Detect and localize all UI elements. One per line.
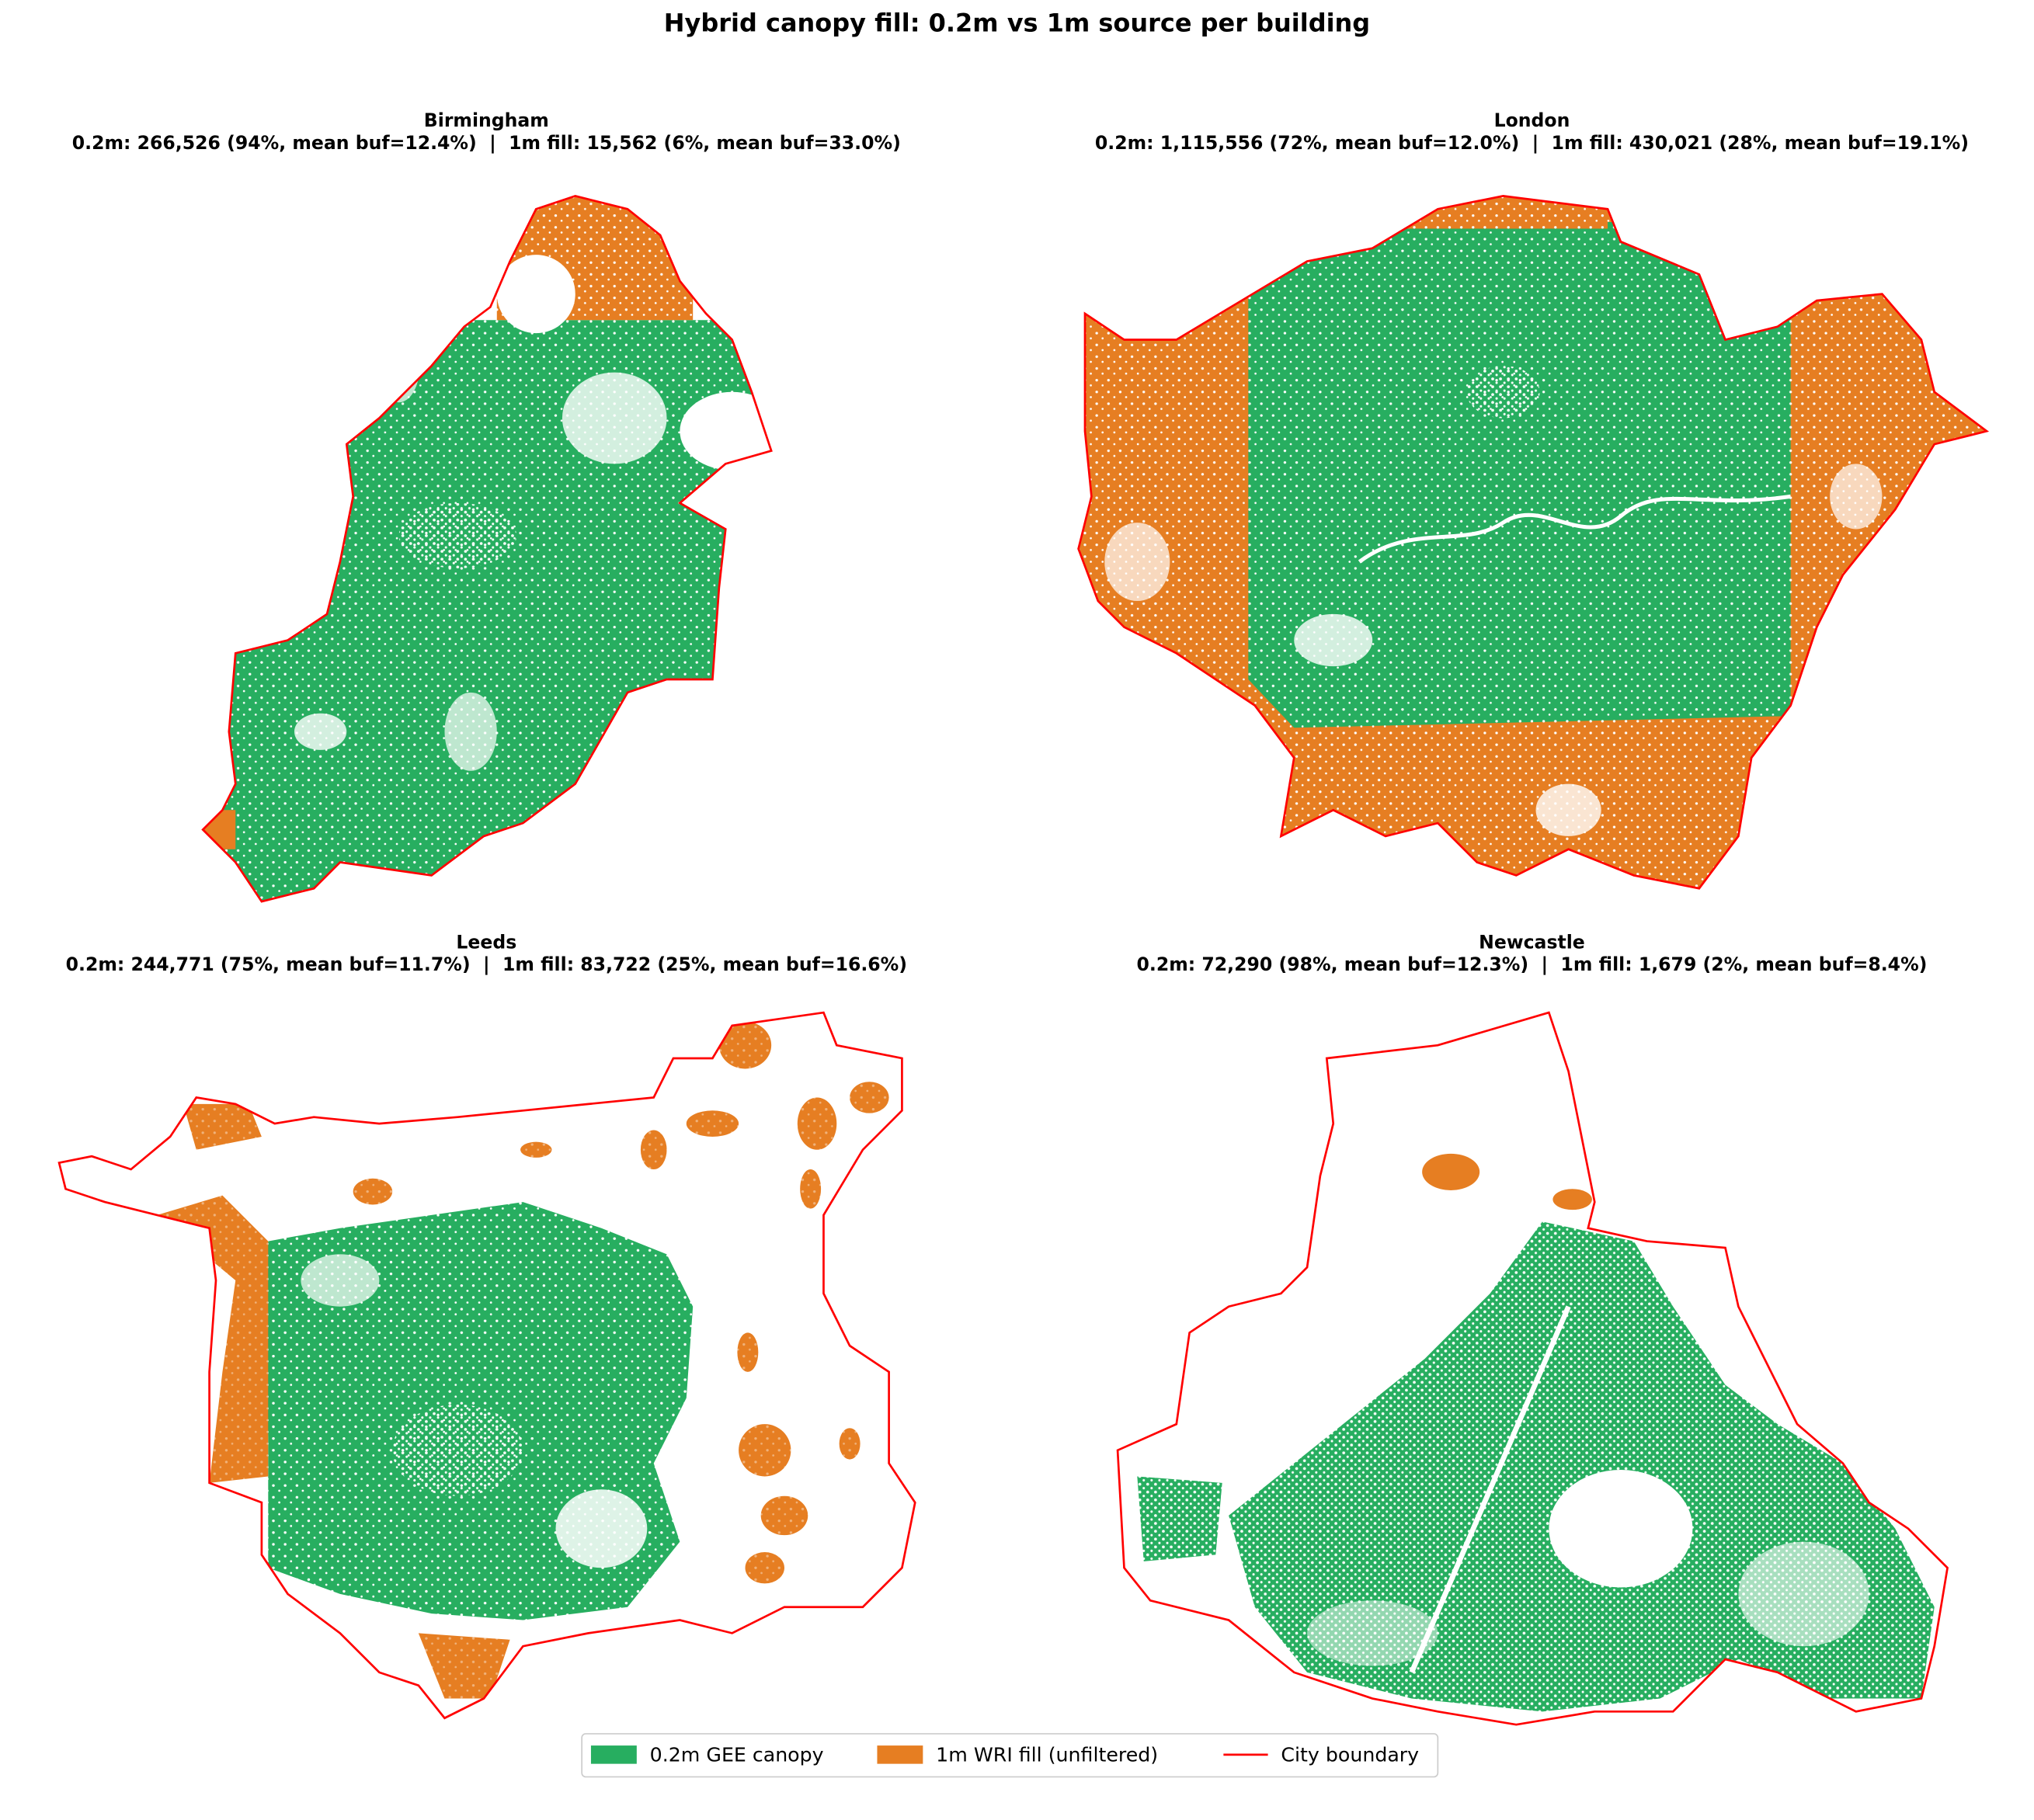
panel-title: London xyxy=(1494,109,1570,131)
panel-stats: 0.2m: 266,526 (94%, mean buf=12.4%) | 1m… xyxy=(72,132,901,154)
panel-stats: 0.2m: 72,290 (98%, mean buf=12.3%) | 1m … xyxy=(1137,953,1928,975)
figure-title: Hybrid canopy fill: 0.2m vs 1m source pe… xyxy=(664,8,1370,37)
city-boundary xyxy=(201,195,773,903)
city-boundary xyxy=(57,1011,916,1720)
legend-frame xyxy=(581,1733,1439,1778)
london-map xyxy=(1078,196,1987,889)
legend: 0.2m GEE canopy 1m WRI fill (unfiltered)… xyxy=(581,1733,1439,1778)
city-boundary xyxy=(1077,195,1990,890)
newcastle-map xyxy=(1118,1153,1948,1725)
legend-swatch xyxy=(590,1745,637,1764)
panel-title: Newcastle xyxy=(1479,932,1585,953)
panel-title: Leeds xyxy=(456,932,516,953)
panel-stats: 0.2m: 244,771 (75%, mean buf=11.7%) | 1m… xyxy=(66,953,907,975)
legend-label: 0.2m GEE canopy xyxy=(650,1744,824,1766)
city-boundary xyxy=(1116,1011,1949,1726)
birmingham-map xyxy=(203,196,772,902)
legend-label: City boundary xyxy=(1281,1744,1419,1766)
fill-area xyxy=(1422,1153,1480,1190)
legend-swatch xyxy=(877,1745,923,1764)
panel-stats: 0.2m: 1,115,556 (72%, mean buf=12.0%) | … xyxy=(1095,132,1969,154)
legend-label: 1m WRI fill (unfiltered) xyxy=(936,1744,1158,1766)
panel-title: Birmingham xyxy=(424,109,549,131)
